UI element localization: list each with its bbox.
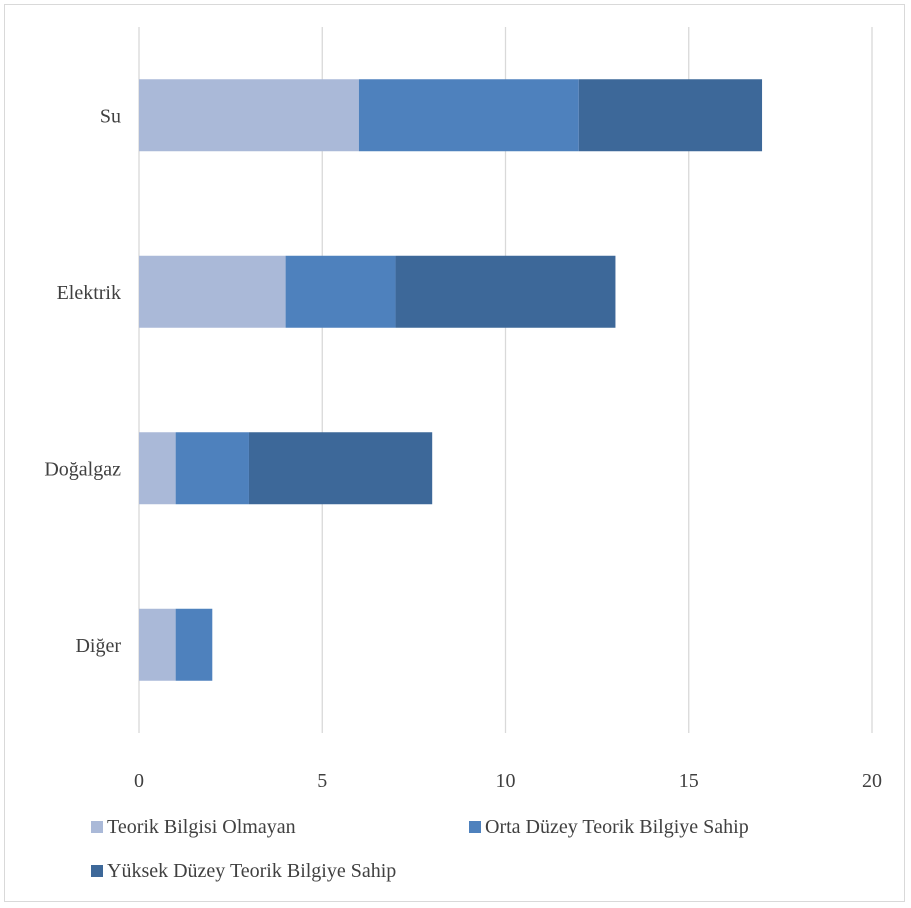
bar-segment <box>358 79 579 152</box>
x-tick-label: 5 <box>317 770 327 792</box>
x-tick-label: 15 <box>679 770 699 792</box>
legend-label: Teorik Bilgisi Olmayan <box>107 816 296 838</box>
x-tick-label: 0 <box>134 770 144 792</box>
stacked-bar-chart: Su Elektrik Doğalgaz Diğer 0 5 10 15 20 Teorik … <box>44 27 882 882</box>
legend-swatch <box>469 821 481 833</box>
bar-segment <box>139 608 176 681</box>
bar-segment <box>175 608 213 681</box>
category-labels: Su Elektrik Doğalgaz Diğer <box>44 105 121 657</box>
category-label: Su <box>100 105 121 127</box>
bar-segment <box>248 432 433 505</box>
bar-segment <box>395 255 616 328</box>
bar-segment <box>139 79 359 152</box>
legend-item: Orta Düzey Teorik Bilgiye Sahip <box>469 816 749 838</box>
bar-segment <box>285 255 396 328</box>
category-label: Elektrik <box>57 282 121 304</box>
legend-label: Orta Düzey Teorik Bilgiye Sahip <box>485 816 749 838</box>
legend-swatch <box>91 865 103 877</box>
category-label: Diğer <box>75 635 121 657</box>
chart-frame: Su Elektrik Doğalgaz Diğer 0 5 10 15 20 Teorik … <box>4 4 905 902</box>
bar-segment <box>175 432 249 505</box>
bar-segment <box>578 79 763 152</box>
legend-item: Teorik Bilgisi Olmayan <box>91 816 296 838</box>
legend-item: Yüksek Düzey Teorik Bilgiye Sahip <box>91 860 396 882</box>
bar-segment <box>139 432 176 505</box>
x-tick-label: 10 <box>496 770 516 792</box>
legend-label: Yüksek Düzey Teorik Bilgiye Sahip <box>107 860 396 882</box>
legend-swatch <box>91 821 103 833</box>
legend: Teorik Bilgisi Olmayan Orta Düzey Teorik … <box>91 816 749 882</box>
x-tick-label: 20 <box>862 770 882 792</box>
category-label: Doğalgaz <box>44 458 121 480</box>
x-tick-labels: 0 5 10 15 20 <box>134 770 882 792</box>
bar-segment <box>139 255 286 328</box>
bars <box>139 79 763 681</box>
